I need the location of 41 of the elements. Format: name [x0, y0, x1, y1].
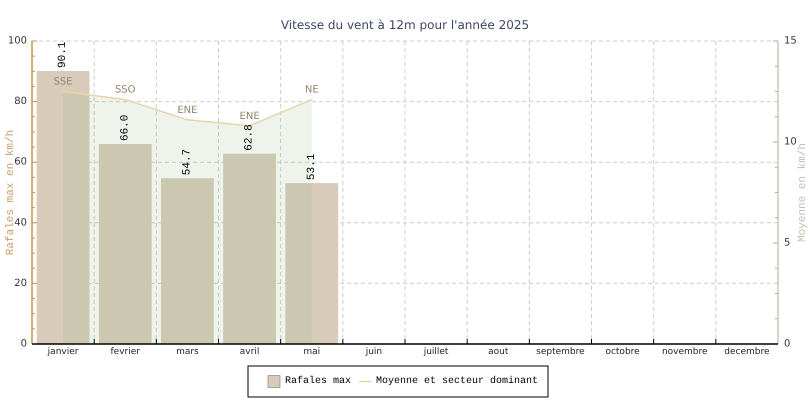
data-label: 54.7	[181, 148, 194, 176]
y2-axis-title: Moyenne en km/h	[797, 142, 809, 242]
bar	[36, 70, 90, 344]
y-tick-label: 80	[14, 96, 27, 108]
x-tick-label: octobre	[605, 347, 640, 357]
x-tick-label: decembre	[724, 347, 770, 357]
bar	[223, 154, 276, 344]
data-label: ENE	[177, 104, 198, 116]
data-label: 53.1	[306, 153, 318, 180]
data-label: NE	[304, 84, 319, 96]
y-tick-label: 0	[20, 338, 27, 350]
bar	[285, 183, 338, 344]
data-label: SSO	[114, 84, 136, 96]
data-label: SSE	[54, 76, 73, 88]
y-tick-label: 40	[14, 217, 27, 228]
x-tick-label: juin	[364, 347, 382, 357]
x-tick-label: avril	[240, 347, 260, 357]
x-tick-label: juillet	[422, 347, 449, 357]
x-tick-label: septembre	[536, 347, 586, 357]
legend-label: Rafales max	[285, 375, 352, 387]
x-tick-label: fevrier	[110, 347, 140, 357]
y-tick-label: 20	[14, 278, 27, 289]
bar	[160, 178, 214, 344]
chart-title: Vitesse du vent à 12m pour l'année 2025	[280, 18, 530, 32]
x-tick-label: mars	[176, 347, 200, 357]
data-label: 66.0	[119, 114, 132, 142]
x-tick-label: mai	[303, 347, 320, 357]
data-label: 90.1	[57, 41, 70, 68]
y2-tick-label: 15	[784, 36, 797, 46]
x-tick-label: janvier	[46, 347, 79, 357]
y2-tick-label: 5	[784, 238, 790, 248]
data-label: 62.8	[244, 124, 256, 151]
x-tick-label: aout	[488, 347, 509, 357]
bar	[98, 144, 152, 344]
legend-label: Moyenne et secteur dominant	[376, 375, 538, 387]
y-tick-label: 100	[8, 36, 27, 46]
x-tick-label: novembre	[662, 347, 708, 357]
y2-tick-label: 10	[784, 136, 797, 148]
data-label: ENE	[240, 110, 260, 122]
y-tick-label: 60	[14, 156, 27, 168]
y2-tick-label: 0	[784, 338, 790, 350]
